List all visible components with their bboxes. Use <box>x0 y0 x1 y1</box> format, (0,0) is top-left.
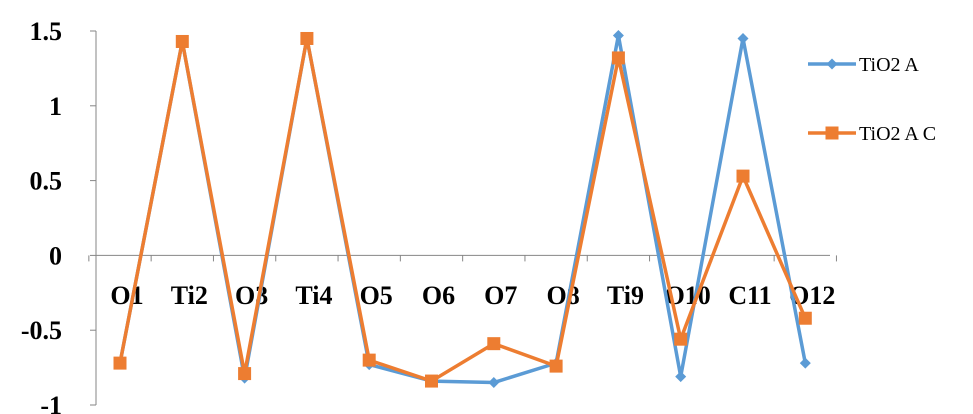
y-tick-label: 1.5 <box>30 17 63 46</box>
data-point-square <box>825 126 839 140</box>
data-point-diamond <box>488 377 500 389</box>
y-tick-label: -1 <box>40 391 62 414</box>
data-point-square <box>674 332 688 346</box>
legend-item: TiO2 A <box>808 54 919 76</box>
legend-item: TiO2 A C <box>808 123 936 145</box>
data-point-diamond <box>675 371 687 383</box>
data-point-square <box>798 311 812 325</box>
y-tick-label: 1 <box>49 92 62 121</box>
x-tick-label: O7 <box>484 281 517 310</box>
y-tick-label: 0 <box>49 241 62 270</box>
data-point-diamond <box>799 357 811 369</box>
data-point-square <box>611 51 625 65</box>
x-tick-label: Ti2 <box>171 281 208 310</box>
x-tick-label: Ti9 <box>607 281 644 310</box>
legend-label: TiO2 A <box>859 54 919 76</box>
plot-area <box>113 29 812 389</box>
data-point-square <box>362 353 376 367</box>
legend: TiO2 A TiO2 A C <box>808 54 936 145</box>
data-point-square <box>425 374 438 388</box>
legend-label: TiO2 A C <box>859 123 936 145</box>
series-2 <box>113 31 812 388</box>
data-point-square <box>238 367 252 381</box>
series-1 <box>114 29 811 389</box>
x-tick-label: O8 <box>546 281 579 310</box>
data-point-square <box>175 34 189 48</box>
data-point-square <box>113 356 127 370</box>
data-point-square <box>300 31 314 45</box>
x-tick-label: Ti4 <box>295 281 332 310</box>
y-tick-label: -0.5 <box>21 316 62 345</box>
series-line <box>118 33 808 385</box>
data-point-square <box>487 337 501 351</box>
series-line <box>118 36 807 383</box>
x-tick-label: C11 <box>728 281 771 310</box>
data-point-diamond <box>737 32 749 44</box>
x-axis: O1 Ti2 O3 Ti4 O5 O6 O7 O8 Ti9 O10 C11 O12 <box>88 254 837 310</box>
x-tick-label: O5 <box>360 281 393 310</box>
y-tick-label: 0.5 <box>30 167 63 196</box>
data-point-diamond <box>612 29 624 41</box>
x-tick-label: O6 <box>422 281 455 310</box>
data-point-diamond <box>826 58 838 70</box>
data-point-square <box>549 359 563 373</box>
x-tick-label: O1 <box>110 281 143 310</box>
y-axis: 1.5 1 0.5 0 -0.5 -1 <box>21 17 97 414</box>
data-point-square <box>736 169 750 183</box>
